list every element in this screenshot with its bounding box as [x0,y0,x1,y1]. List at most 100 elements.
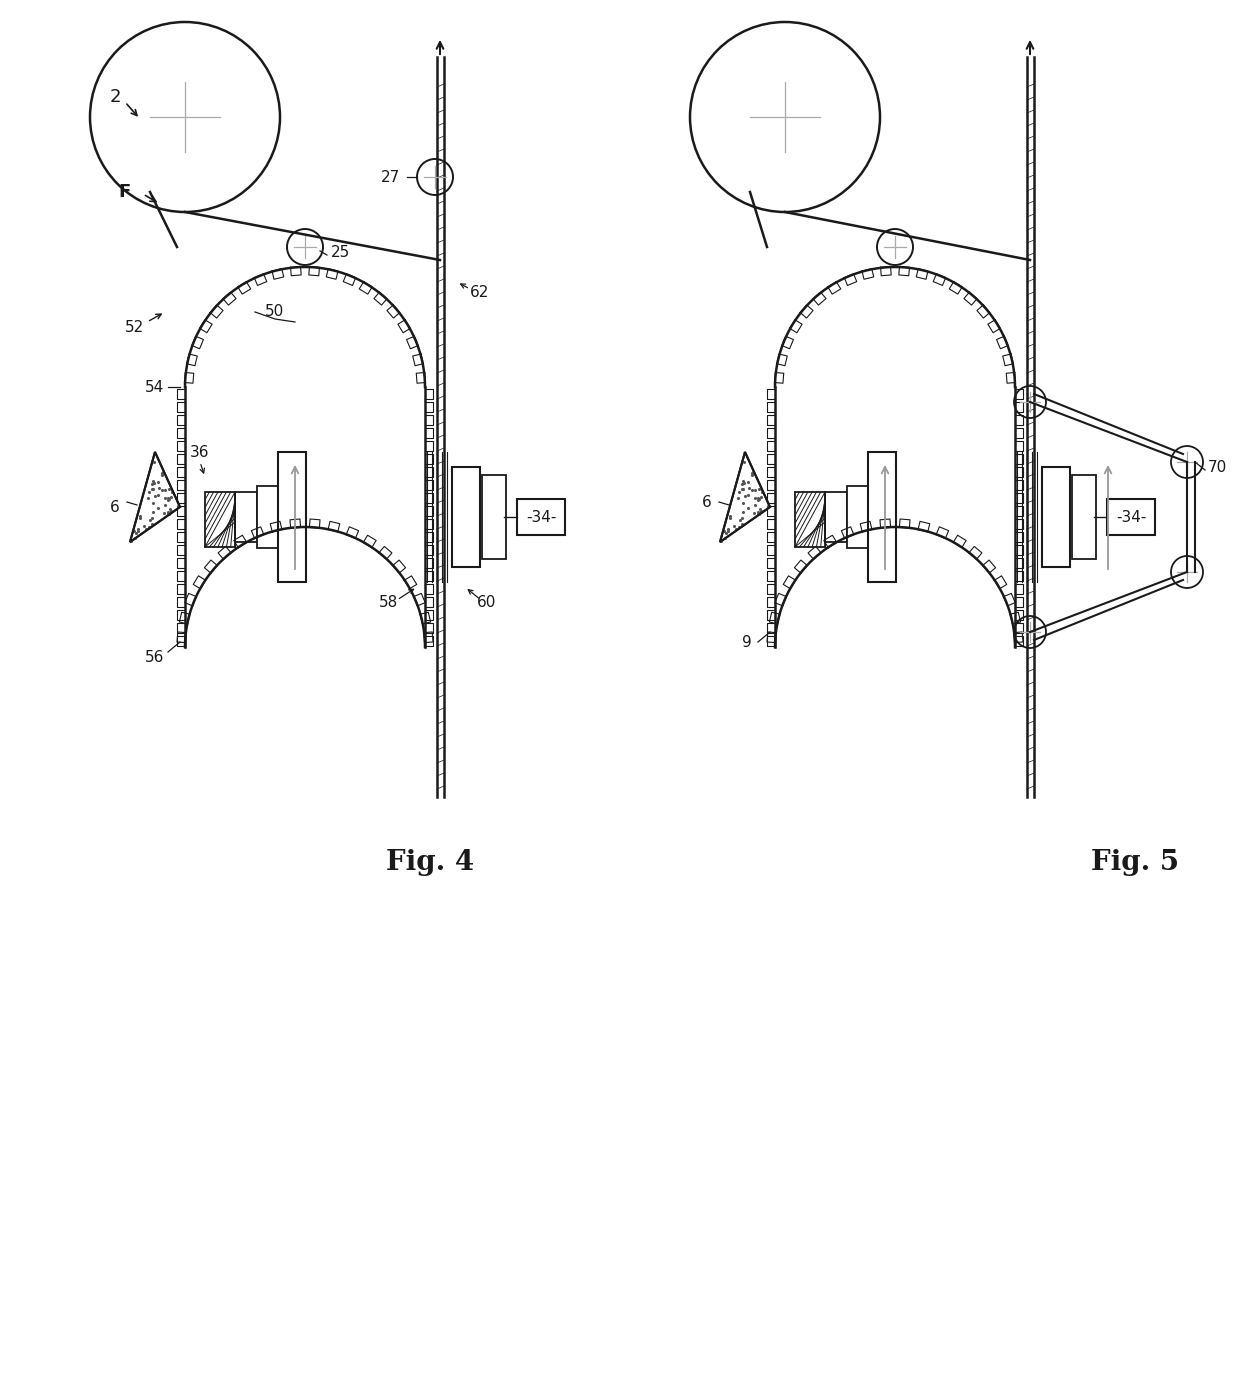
Bar [847,485,869,548]
Point [720,505,740,527]
Point [143,479,162,501]
Point [151,462,171,484]
Point [735,485,755,508]
Point [139,516,159,538]
Point [750,498,770,520]
Text: 50: 50 [265,305,285,319]
Point [144,472,164,494]
Point [750,485,770,508]
Bar [1073,474,1096,559]
Point [161,481,181,503]
Point [143,477,162,499]
Point [157,488,177,510]
Point [744,462,764,484]
Bar [205,492,236,546]
Point [126,522,146,544]
Point [733,492,753,515]
Point [161,485,181,508]
Point [718,517,738,540]
Text: 25: 25 [330,245,350,259]
Point [128,520,148,542]
Text: -34-: -34- [526,509,557,524]
Point [728,487,748,509]
Point [739,477,759,499]
Point [144,451,164,473]
Point [159,502,179,524]
Point [144,501,164,523]
Point [153,479,172,501]
Point [748,501,768,523]
Point [748,488,768,510]
Point [729,516,749,538]
Text: 2: 2 [109,87,120,105]
Bar [1042,467,1070,567]
Bar [236,492,257,542]
Point [717,522,737,544]
Bar [795,492,825,546]
Point [745,494,765,516]
Point [155,494,175,516]
Bar [517,499,565,535]
Point [743,479,763,501]
Point [124,520,144,542]
Point [733,477,753,499]
Point [744,502,764,524]
Point [733,479,753,501]
Point [738,498,758,520]
Point [758,495,777,517]
Point [733,513,753,535]
Point [745,479,765,501]
Point [154,462,174,484]
Text: 70: 70 [1208,460,1226,474]
Point [159,501,179,523]
Point [122,530,141,552]
Point [159,479,179,501]
Bar [825,492,847,542]
Text: 56: 56 [145,649,165,664]
Point [745,487,765,509]
Text: -34-: -34- [1116,509,1146,524]
Point [141,508,161,530]
Bar [453,467,480,567]
Point [733,501,753,523]
Point [129,517,149,540]
Point [157,487,177,509]
Point [149,484,169,506]
Text: 54: 54 [145,380,165,394]
Point [724,515,744,537]
Point [125,527,145,549]
Point [714,520,734,542]
Text: F: F [119,183,131,201]
Point [738,484,758,506]
Point [140,509,160,531]
Point [749,479,769,501]
Point [748,487,768,509]
Text: 60: 60 [477,595,497,610]
Bar [278,452,306,583]
Text: 27: 27 [381,169,399,184]
Point [143,473,162,495]
Point [738,472,758,494]
Point [729,481,749,503]
Point [714,527,734,549]
Point [154,460,174,483]
Point [751,499,771,522]
Text: Fig. 4: Fig. 4 [386,849,474,875]
Point [143,492,162,515]
Point [143,513,162,535]
Text: 6: 6 [110,499,120,515]
Point [159,503,179,526]
Point [749,488,769,510]
Text: Fig. 5: Fig. 5 [1091,849,1179,875]
Point [719,506,739,528]
Text: 58: 58 [379,595,398,610]
Point [169,495,188,517]
Point [718,520,738,542]
Bar [257,485,279,548]
Point [148,498,167,520]
Point [130,506,150,528]
Point [727,519,746,541]
Point [134,515,154,537]
Point [748,502,768,524]
Point [159,488,179,510]
